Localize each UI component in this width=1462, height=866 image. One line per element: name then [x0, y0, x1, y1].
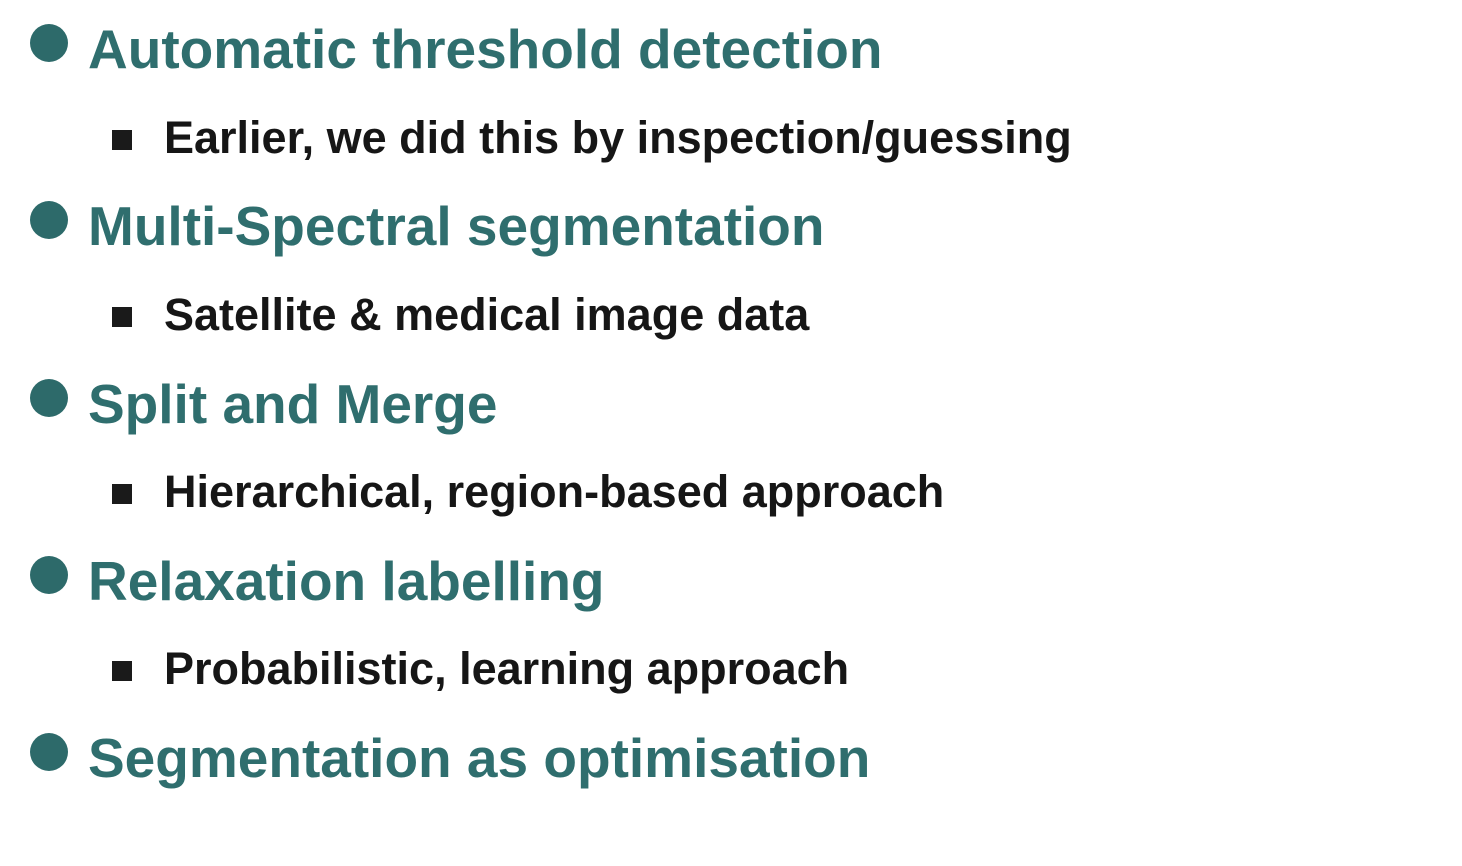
sub-bullet-item: Hierarchical, region-based approach [0, 462, 1462, 522]
sub-bullet-text: Probabilistic, learning approach [164, 643, 850, 694]
sub-bullet-item: Earlier, we did this by inspection/guess… [0, 108, 1462, 168]
sub-bullet-text: Earlier, we did this by inspection/guess… [164, 112, 1072, 163]
bullet-heading: Automatic threshold detection [88, 18, 883, 80]
round-bullet-icon [30, 201, 68, 239]
square-bullet-icon [112, 307, 132, 327]
sub-bullet-item: Probabilistic, learning approach [0, 639, 1462, 699]
bullet-item: Relaxation labelling [0, 548, 1462, 618]
square-bullet-icon [112, 484, 132, 504]
sub-bullet-item: Satellite & medical image data [0, 285, 1462, 345]
round-bullet-icon [30, 24, 68, 62]
round-bullet-icon [30, 556, 68, 594]
bullet-heading: Split and Merge [88, 373, 498, 435]
round-bullet-icon [30, 379, 68, 417]
bullet-item: Split and Merge [0, 371, 1462, 441]
sub-bullet-text: Satellite & medical image data [164, 289, 810, 340]
bullet-heading: Multi-Spectral segmentation [88, 195, 825, 257]
bullet-heading: Relaxation labelling [88, 550, 605, 612]
square-bullet-icon [112, 130, 132, 150]
round-bullet-icon [30, 733, 68, 771]
square-bullet-icon [112, 661, 132, 681]
bullet-item: Segmentation as optimisation [0, 725, 1462, 795]
bullet-item: Multi-Spectral segmentation [0, 193, 1462, 263]
sub-bullet-text: Hierarchical, region-based approach [164, 466, 945, 517]
bullet-item: Automatic threshold detection [0, 16, 1462, 86]
bullet-heading: Segmentation as optimisation [88, 727, 871, 789]
